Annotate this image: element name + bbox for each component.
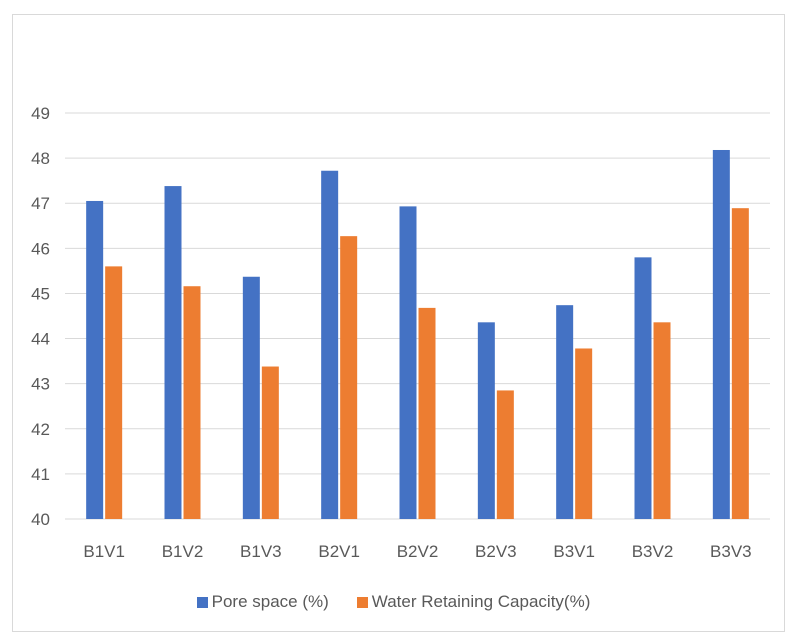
bar-pore-space-b2v3 (477, 322, 495, 519)
bar-water-retaining-capacity-b3v2 (653, 322, 671, 519)
x-tick-label: B2V2 (397, 542, 439, 561)
y-tick-label: 45 (31, 284, 50, 303)
bar-water-retaining-capacity-b1v3 (261, 366, 279, 519)
x-tick-label: B3V3 (710, 542, 752, 561)
bar-water-retaining-capacity-b3v1 (575, 348, 593, 519)
y-tick-label: 40 (31, 510, 50, 529)
x-tick-label: B1V1 (83, 542, 125, 561)
y-tick-label: 49 (31, 104, 50, 123)
bar-water-retaining-capacity-b1v2 (183, 286, 201, 519)
bar-pore-space-b3v3 (712, 149, 730, 520)
bar-pore-space-b1v2 (164, 186, 182, 519)
y-tick-label: 47 (31, 194, 50, 213)
y-axis-tick-labels: 40 41 42 43 44 45 46 47 48 49 (31, 104, 50, 529)
legend-swatch-water-retaining-capacity (356, 596, 368, 608)
bar-water-retaining-capacity-b2v1 (340, 236, 358, 520)
x-tick-label: B2V3 (475, 542, 517, 561)
bar-pore-space-b2v2 (399, 206, 417, 519)
y-tick-label: 42 (31, 420, 50, 439)
bar-water-retaining-capacity-b3v3 (731, 208, 749, 519)
y-tick-label: 41 (31, 465, 50, 484)
y-tick-label: 48 (31, 149, 50, 168)
legend-item-pore-space: Pore space (%) (196, 592, 329, 612)
y-tick-label: 43 (31, 375, 50, 394)
bar-water-retaining-capacity-b1v1 (105, 266, 123, 519)
x-tick-label: B1V2 (162, 542, 204, 561)
legend-swatch-pore-space (196, 596, 208, 608)
bars (86, 149, 749, 520)
legend-item-water-retaining-capacity: Water Retaining Capacity(%) (356, 592, 591, 612)
bar-pore-space-b3v2 (634, 257, 652, 519)
bar-pore-space-b3v1 (556, 305, 574, 519)
bar-pore-space-b1v1 (86, 200, 104, 519)
bar-pore-space-b1v3 (242, 276, 260, 519)
bar-water-retaining-capacity-b2v2 (418, 307, 436, 519)
legend: Pore space (%) Water Retaining Capacity(… (0, 592, 787, 612)
y-tick-label: 46 (31, 239, 50, 258)
x-axis-tick-labels: B1V1 B1V2 B1V3 B2V1 B2V2 B2V3 B3V1 B3V2 B3V3 (83, 542, 751, 561)
y-tick-label: 44 (31, 330, 50, 349)
x-tick-label: B1V3 (240, 542, 282, 561)
gridlines (65, 112, 770, 520)
bar-water-retaining-capacity-b2v3 (496, 390, 514, 519)
x-tick-label: B3V2 (632, 542, 674, 561)
x-tick-label: B2V1 (318, 542, 360, 561)
x-tick-label: B3V1 (553, 542, 595, 561)
legend-label-water-retaining-capacity: Water Retaining Capacity(%) (371, 592, 591, 611)
bar-pore-space-b2v1 (321, 170, 339, 519)
legend-label-pore-space: Pore space (%) (211, 592, 329, 611)
